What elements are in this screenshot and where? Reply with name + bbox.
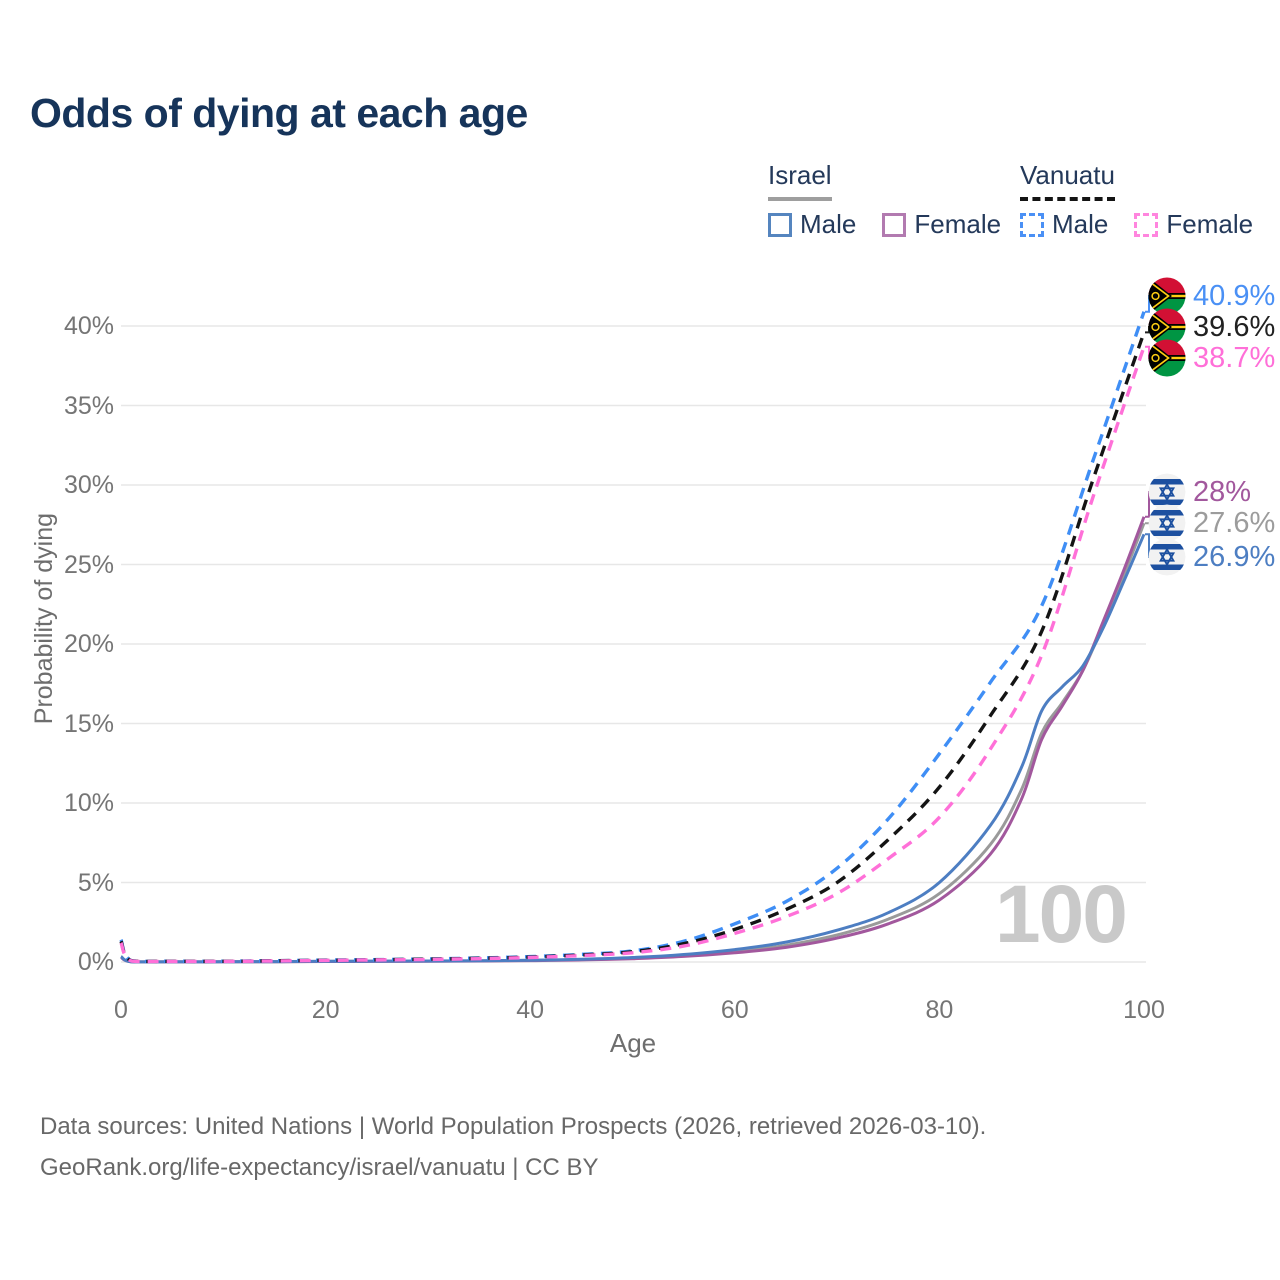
legend-item-israel-female[interactable]: Female [882,209,1001,240]
x-tick-label: 60 [720,996,749,1024]
legend-item-label: Male [1052,209,1109,239]
series-vanuatu_both[interactable] [119,331,1146,964]
end-label-row: 40.9% [1148,277,1275,315]
vanuatu-flag-icon [1148,339,1186,377]
israel-flag-icon [1148,538,1186,576]
series-israel_female[interactable] [120,516,1146,964]
end-label-row: 27.6% [1148,504,1275,542]
y-tick-label: 35% [63,391,114,420]
legend-item-label: Male [800,209,857,239]
israel-flag-icon [1148,504,1186,542]
legend-swatch [882,212,907,237]
x-tick-label: 0 [114,996,128,1024]
legend-items: Male Female [768,209,1001,240]
legend-item-vanuatu-male[interactable]: Male [1020,209,1108,240]
footer-sources: Data sources: United Nations | World Pop… [40,1113,987,1140]
end-label-row: 38.7% [1148,339,1275,377]
y-tick-label: 30% [63,471,114,499]
legend-group-vanuatu: Vanuatu Male Female [1020,160,1253,240]
israel-flag-icon [1148,473,1186,511]
end-label-value: 27.6% [1193,506,1276,539]
legend-item-label: Female [914,209,1002,239]
legend-item-vanuatu-female[interactable]: Female [1134,209,1253,240]
end-label-value: 26.9% [1193,540,1276,573]
y-tick-label: 5% [77,868,114,897]
end-label-row: 39.6% [1148,308,1275,346]
chart-title: Odds of dying at each age [30,90,528,136]
vanuatu-flag-icon [1148,277,1186,315]
y-tick-label: 15% [63,709,114,738]
legend-item-israel-male[interactable]: Male [768,209,856,240]
legend-swatch [1020,212,1044,237]
series-vanuatu_male[interactable] [119,311,1146,964]
x-axis-label: Age [609,1028,657,1058]
x-tick-label: 40 [516,996,545,1024]
y-tick-label: 25% [63,550,114,579]
end-label-row: 26.9% [1148,538,1275,576]
end-label-value: 38.7% [1193,341,1276,374]
legend-item-label: Female [1166,209,1254,239]
legend-group-israel: Israel Male Female [768,160,1001,240]
x-tick-label: 80 [925,996,954,1024]
legend-country-vanuatu[interactable]: Vanuatu [1020,160,1115,201]
y-tick-label: 40% [63,312,114,340]
end-label-value: 39.6% [1193,310,1276,343]
y-tick-label: 10% [63,789,114,817]
y-tick-label: 0% [77,948,114,976]
footer-attribution: GeoRank.org/life-expectancy/israel/vanua… [40,1154,599,1181]
age-watermark: 100 [995,869,1128,960]
series-vanuatu_female[interactable] [119,346,1146,964]
legend-items: Male Female [1020,209,1253,240]
end-label-value: 28% [1193,475,1252,508]
footer: Data sources: United Nations | World Pop… [40,1106,986,1188]
x-tick-label: 20 [311,996,340,1024]
vanuatu-flag-icon [1148,308,1186,346]
series-israel_both[interactable] [120,522,1146,964]
legend-swatch [768,212,792,237]
legend-swatch [1134,212,1159,237]
end-label-row: 28% [1148,473,1251,511]
end-label-value: 40.9% [1193,279,1276,312]
y-tick-label: 20% [63,630,114,658]
legend-country-israel[interactable]: Israel [768,160,832,201]
x-tick-label: 100 [1123,996,1165,1024]
